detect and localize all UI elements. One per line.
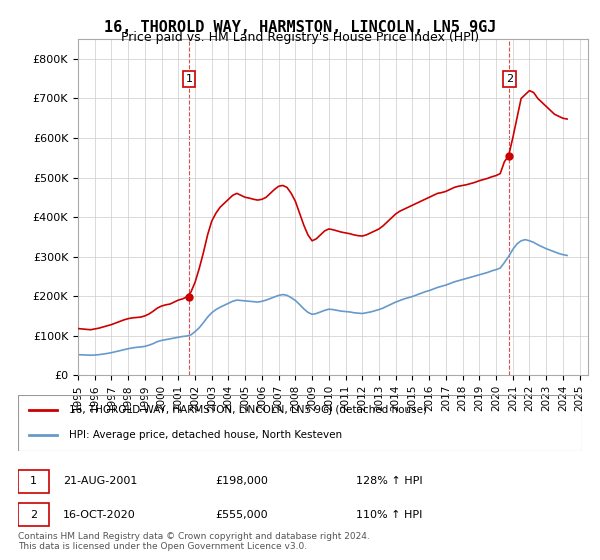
Text: 110% ↑ HPI: 110% ↑ HPI bbox=[356, 510, 423, 520]
Text: 16, THOROLD WAY, HARMSTON, LINCOLN, LN5 9GJ: 16, THOROLD WAY, HARMSTON, LINCOLN, LN5 … bbox=[104, 20, 496, 35]
Text: 16-OCT-2020: 16-OCT-2020 bbox=[63, 510, 136, 520]
Bar bbox=[18, 503, 49, 526]
Text: 21-AUG-2001: 21-AUG-2001 bbox=[63, 477, 137, 486]
Text: £555,000: £555,000 bbox=[215, 510, 268, 520]
Text: Price paid vs. HM Land Registry's House Price Index (HPI): Price paid vs. HM Land Registry's House … bbox=[121, 31, 479, 44]
Text: 1: 1 bbox=[30, 477, 37, 486]
Text: Contains HM Land Registry data © Crown copyright and database right 2024.
This d: Contains HM Land Registry data © Crown c… bbox=[18, 532, 370, 552]
Text: 2: 2 bbox=[29, 510, 37, 520]
Text: 1: 1 bbox=[185, 74, 193, 84]
Text: 16, THOROLD WAY, HARMSTON, LINCOLN, LN5 9GJ (detached house): 16, THOROLD WAY, HARMSTON, LINCOLN, LN5 … bbox=[69, 405, 427, 416]
Text: £198,000: £198,000 bbox=[215, 477, 268, 486]
Bar bbox=[18, 470, 49, 493]
Text: 2: 2 bbox=[506, 74, 513, 84]
Text: HPI: Average price, detached house, North Kesteven: HPI: Average price, detached house, Nort… bbox=[69, 430, 342, 440]
Text: 128% ↑ HPI: 128% ↑ HPI bbox=[356, 477, 423, 486]
